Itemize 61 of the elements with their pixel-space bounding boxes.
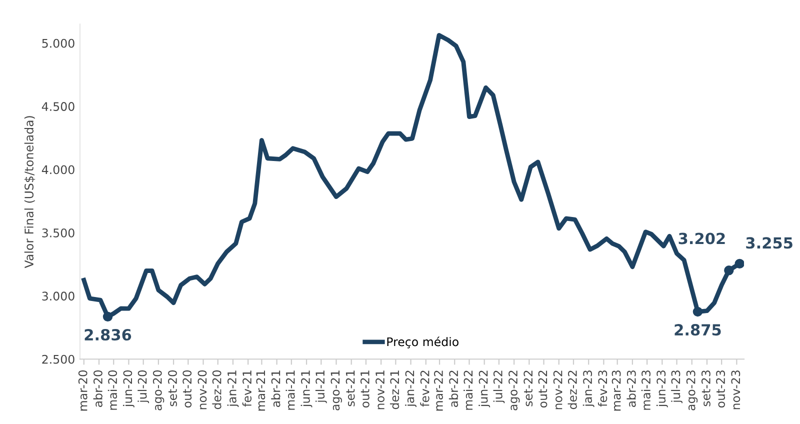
x-tick-label: jul-20	[138, 370, 150, 404]
x-tick-label: jul-22	[493, 370, 505, 404]
x-tick-label: abr-20	[93, 370, 102, 407]
x-tick-label: out-23	[716, 370, 726, 408]
x-tick-label: ago-22	[508, 370, 520, 410]
annotation: 2.836	[84, 328, 132, 341]
x-tick-label: out-21	[360, 370, 370, 408]
x-tick-label: jul-23	[671, 370, 682, 404]
point	[692, 306, 703, 317]
x-tick-label: jun-20	[123, 370, 134, 408]
x-tick-label: mai-22	[464, 370, 473, 410]
point	[102, 312, 113, 322]
annotation: 3.255	[746, 237, 792, 249]
x-tick-label: nov-20	[198, 370, 207, 410]
x-tick-label: mar-21	[256, 370, 266, 411]
x-tick-label: out-22	[538, 370, 548, 408]
x-tick-label: set-23	[701, 370, 710, 406]
x-tick-label: mai-23	[641, 370, 650, 410]
x-tick-label: abr-23	[626, 370, 636, 407]
x-tick-label: set-20	[168, 370, 177, 406]
x-tick-label: abr-22	[448, 370, 458, 407]
x-tick-label: nov-23	[731, 370, 740, 410]
x-tick-label: ago-23	[686, 370, 698, 410]
x-tick-label: mar-23	[612, 370, 621, 411]
x-tick-label: mai-20	[108, 370, 118, 410]
x-tick-label: nov-22	[553, 370, 562, 410]
x-tick-label: jan-22	[405, 370, 416, 408]
x-tick-label: ago-20	[152, 370, 164, 410]
x-tick-label: fev-22	[420, 370, 430, 407]
x-tick-label: set-22	[524, 370, 533, 406]
x-tick-label: dez-20	[212, 370, 222, 410]
x-tick-label: mai-21	[286, 370, 295, 410]
x-tick-label: mar-20	[78, 370, 88, 411]
legend-label: Preço médio	[387, 336, 458, 348]
x-tick-label: abr-21	[271, 370, 280, 407]
x-tick-label: jun-21	[300, 370, 312, 408]
x-tick-label: nov-21	[376, 370, 384, 410]
annotation: 2.875	[674, 324, 721, 336]
x-tick-label: fev-23	[598, 370, 608, 407]
x-tick-label: ago-21	[330, 370, 342, 410]
x-tick-label: mar-22	[434, 370, 443, 411]
x-tick-label: set-21	[346, 370, 355, 406]
x-tick-label: jun-23	[656, 370, 668, 408]
y-axis-title: Valor Final (US$/tonelada)	[24, 116, 36, 268]
point	[724, 266, 734, 276]
x-tick-label: dez-22	[568, 370, 577, 410]
x-tick-label: out-20	[182, 370, 192, 408]
annotation: 3.202	[678, 232, 725, 244]
y-tick-label: 5.000	[42, 38, 74, 48]
x-tick-label: dez-21	[390, 370, 400, 410]
x-tick-label: jul-21	[315, 370, 327, 404]
point	[734, 258, 744, 269]
x-tick-label: jun-22	[478, 370, 490, 408]
y-tick-label: 3.000	[42, 292, 74, 301]
y-tick-label: 4.000	[42, 165, 74, 174]
y-tick-label: 2.500	[42, 354, 74, 364]
y-tick-label: 3.500	[42, 228, 74, 238]
x-tick-label: jan-21	[227, 370, 239, 408]
y-tick-label: 4.500	[42, 102, 74, 111]
x-tick-label: fev-21	[242, 370, 252, 407]
x-tick-label: jan-23	[582, 370, 594, 408]
